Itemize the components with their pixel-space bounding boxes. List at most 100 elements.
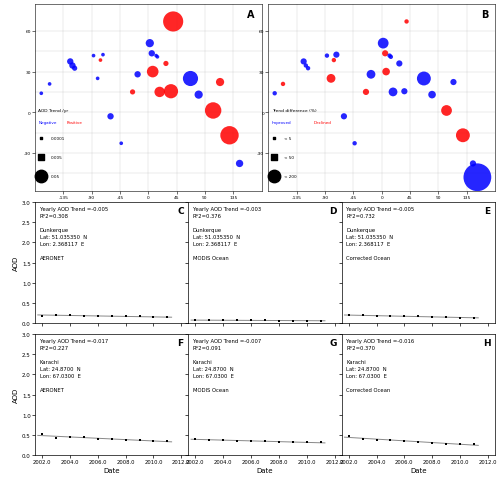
Point (459, 132, 467, 140)
Text: < 200: < 200 (284, 175, 297, 179)
Point (442, 314, 450, 321)
Point (192, 435, 200, 443)
Point (68, 62, 76, 70)
Point (216, 79, 224, 87)
X-axis label: Date: Date (257, 467, 273, 473)
Point (233, 437, 241, 445)
Point (396, 60, 404, 68)
Text: 0.005: 0.005 (51, 156, 62, 160)
Point (209, 107, 217, 115)
Point (442, 107, 450, 115)
Text: < 5: < 5 (284, 137, 292, 141)
Point (304, 65, 312, 73)
Point (219, 317, 227, 324)
Point (226, 132, 234, 140)
Point (108, 436, 116, 443)
Point (344, 432, 352, 440)
Point (323, 53, 331, 60)
Point (270, 90, 278, 98)
Text: C: C (177, 207, 184, 215)
Point (38, 312, 46, 320)
Point (379, 40, 387, 48)
Point (389, 89, 397, 97)
Point (275, 317, 283, 325)
Point (247, 438, 255, 445)
Y-axis label: AOD: AOD (14, 256, 20, 271)
Point (289, 317, 297, 325)
Text: Positive: Positive (66, 120, 82, 124)
Point (275, 438, 283, 446)
Point (386, 437, 394, 444)
Point (400, 88, 408, 96)
Point (162, 60, 170, 68)
Point (317, 317, 325, 325)
Point (400, 437, 408, 445)
Text: 0.0001: 0.0001 (51, 137, 65, 141)
Point (152, 53, 160, 60)
Point (414, 313, 422, 320)
Text: G: G (330, 338, 337, 347)
Point (128, 89, 136, 97)
Point (400, 313, 408, 320)
Text: B: B (481, 11, 488, 20)
Point (470, 440, 478, 448)
Point (156, 89, 164, 97)
Point (387, 54, 395, 61)
Text: Improved: Improved (272, 120, 291, 124)
Point (186, 76, 194, 83)
Point (164, 314, 172, 321)
Text: Yearly AOD Trend =-0.017
R*2=0.227

Karachi
Lat: 24.8700  N
Lon: 67.0300  E

AER: Yearly AOD Trend =-0.017 R*2=0.227 Karac… (40, 338, 108, 392)
Point (80, 434, 88, 441)
Point (279, 81, 287, 89)
Text: A: A (248, 11, 255, 20)
Point (358, 435, 366, 443)
Point (136, 437, 143, 444)
Text: AOD Trend /yr: AOD Trend /yr (38, 109, 68, 113)
Point (117, 140, 125, 148)
Point (94, 313, 102, 320)
Point (219, 437, 227, 444)
Point (261, 438, 269, 445)
Point (261, 317, 269, 325)
Text: F: F (178, 338, 184, 347)
Point (303, 439, 311, 446)
Point (144, 109, 152, 117)
Point (381, 50, 389, 58)
Point (94, 76, 102, 83)
Point (302, 62, 310, 70)
Point (136, 313, 143, 320)
Point (205, 317, 213, 324)
Point (122, 313, 130, 320)
Point (382, 69, 390, 76)
Point (474, 174, 482, 182)
Point (164, 438, 172, 445)
Point (289, 438, 297, 446)
Text: Declined: Declined (314, 120, 332, 124)
Point (150, 314, 158, 321)
Point (247, 317, 255, 325)
Text: Yearly AOD Trend =-0.007
R*2=0.091

Karachi
Lat: 24.8700  N
Lon: 67.0300  E

MOD: Yearly AOD Trend =-0.007 R*2=0.091 Karac… (193, 338, 261, 392)
Point (340, 113, 348, 121)
Point (386, 313, 394, 320)
Point (358, 312, 366, 319)
Point (402, 18, 410, 26)
Point (144, 109, 152, 117)
Point (148, 69, 156, 76)
Point (108, 313, 116, 320)
Point (70, 65, 78, 73)
Point (192, 317, 200, 324)
Point (372, 312, 380, 320)
Point (317, 439, 325, 446)
Point (470, 314, 478, 322)
Point (327, 76, 335, 83)
Point (378, 109, 386, 117)
Point (330, 57, 338, 65)
Text: Yearly AOD Trend =-0.005
R*2=0.308

Dunkerque
Lat: 51.035350  N
Lon: 2.368117  E: Yearly AOD Trend =-0.005 R*2=0.308 Dunke… (40, 207, 108, 260)
Point (99, 52, 107, 60)
Point (205, 436, 213, 443)
Y-axis label: AOD: AOD (14, 387, 20, 402)
Point (233, 317, 241, 324)
Text: D: D (330, 207, 337, 215)
Point (428, 439, 436, 447)
Point (469, 160, 477, 168)
